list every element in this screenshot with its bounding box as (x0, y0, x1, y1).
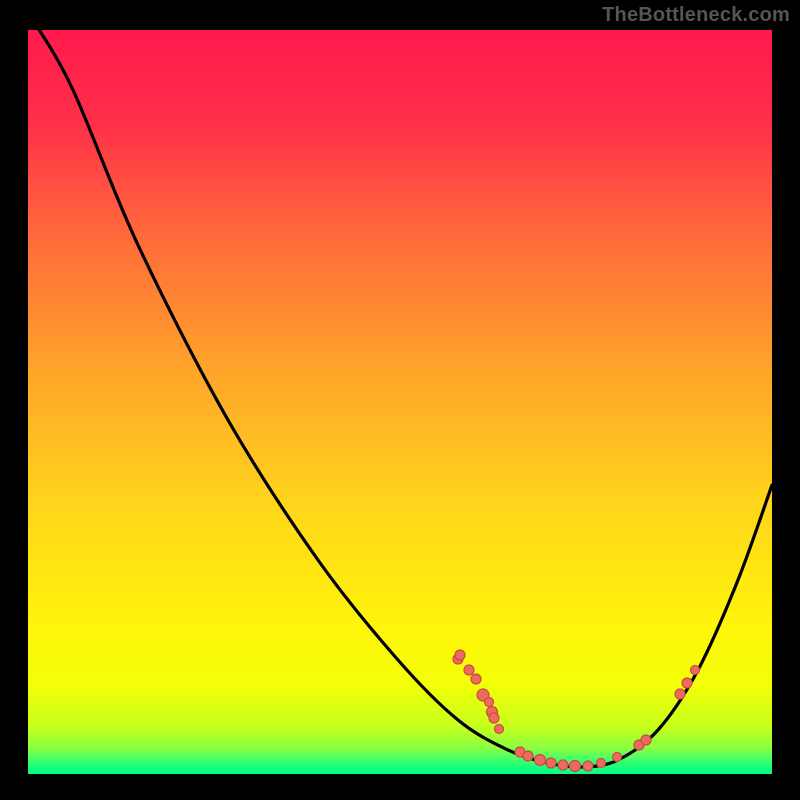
data-marker (464, 665, 474, 675)
chart-container: TheBottleneck.com (0, 0, 800, 800)
data-marker (495, 725, 504, 734)
data-markers (453, 650, 700, 772)
curve-layer (28, 30, 772, 774)
data-marker (558, 760, 568, 770)
watermark-text: TheBottleneck.com (602, 4, 790, 27)
data-marker (455, 650, 465, 660)
data-marker (641, 735, 651, 745)
plot-area (28, 30, 772, 774)
performance-curve (33, 30, 772, 767)
data-marker (682, 678, 692, 688)
data-marker (523, 751, 533, 761)
data-marker (485, 698, 494, 707)
data-marker (583, 761, 593, 771)
data-marker (535, 755, 546, 766)
data-marker (546, 758, 556, 768)
data-marker (489, 713, 499, 723)
data-marker (471, 674, 481, 684)
data-marker (570, 761, 581, 772)
data-marker (613, 753, 622, 762)
data-marker (675, 689, 685, 699)
data-marker (597, 759, 606, 768)
data-marker (691, 666, 700, 675)
